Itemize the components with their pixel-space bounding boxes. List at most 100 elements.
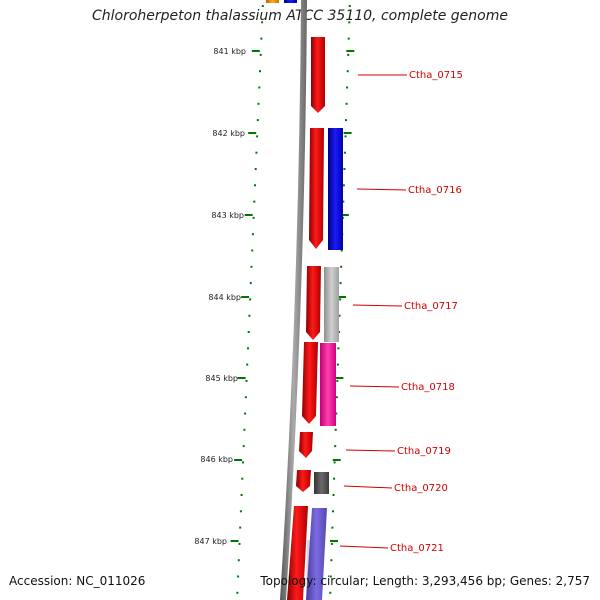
major-tick [248, 132, 257, 134]
cds-ctha-0717[interactable] [306, 266, 321, 340]
accession-text: Accession: NC_011026 [9, 574, 146, 588]
major-tick [338, 296, 347, 298]
cds-ctha-0715[interactable] [311, 37, 325, 113]
ruler-dot [244, 396, 247, 399]
ruler-dot [237, 559, 240, 562]
cds-ctha-0718[interactable] [302, 342, 318, 424]
ruler-dot [246, 363, 249, 366]
leader-line [345, 449, 396, 452]
ruler-dot [334, 445, 337, 448]
major-tick [332, 459, 341, 461]
gene-label-ctha-0716[interactable]: Ctha_0716 [408, 185, 462, 196]
ruler-dot [250, 265, 253, 268]
ruler-dot [242, 461, 244, 464]
gene-label-ctha-0715[interactable]: Ctha_0715 [409, 70, 463, 81]
ruler-dot [329, 575, 332, 578]
major-tick [234, 459, 243, 461]
feature-magenta [320, 343, 336, 426]
ruler-dot [255, 151, 258, 154]
major-tick [237, 377, 246, 379]
ruler-dot [340, 265, 343, 268]
ruler-dot [331, 526, 334, 529]
tick-label-845: 845 kbp [205, 374, 238, 383]
tick-label-847: 847 kbp [194, 537, 227, 546]
ruler-dot [330, 542, 333, 545]
major-tick [343, 132, 352, 134]
ruler-dot [249, 282, 252, 285]
cds-ctha-0721[interactable] [287, 506, 308, 600]
ruler-dot [240, 494, 243, 496]
ruler-dot [259, 53, 262, 56]
cds-ctha-0720[interactable] [296, 470, 311, 492]
major-tick [330, 540, 338, 542]
ruler-dot [335, 396, 338, 399]
backbone [280, 0, 307, 600]
ruler-dot [257, 102, 260, 105]
ruler-dot [254, 184, 256, 187]
ruler-dot [333, 461, 336, 464]
ruler-dot [239, 510, 242, 513]
cds-ctha-0716[interactable] [309, 128, 324, 249]
ruler-dot [243, 428, 246, 431]
tick-label-841: 841 kbp [213, 47, 246, 56]
ruler-dot [333, 477, 336, 480]
gene-label-ctha-0720[interactable]: Ctha_0720 [394, 483, 448, 494]
ruler-dot [238, 542, 241, 545]
ruler-dot [251, 249, 254, 252]
leader-line [343, 485, 393, 489]
gene-label-ctha-0718[interactable]: Ctha_0718 [401, 382, 455, 393]
feature-blue-top [284, 0, 297, 3]
cds-ctha-0719[interactable] [299, 432, 313, 458]
gene-label-ctha-0717[interactable]: Ctha_0717 [404, 301, 458, 312]
ruler-dot [340, 249, 343, 252]
ruler-dot [248, 314, 251, 317]
major-tick [230, 540, 239, 542]
ruler-dot [242, 445, 245, 448]
ruler-dot [342, 200, 345, 203]
ruler-dot [344, 135, 347, 138]
ruler-dot [334, 428, 337, 431]
ruler-dot [329, 591, 332, 594]
ruler-dot [330, 559, 333, 562]
ruler-dot [259, 70, 261, 73]
ruler-dot [332, 494, 335, 496]
ruler-dot [261, 5, 264, 7]
ruler-dot [348, 21, 351, 24]
feature-purple [306, 508, 327, 600]
gene-label-ctha-0719[interactable]: Ctha_0719 [397, 446, 451, 457]
ruler-dot [339, 298, 342, 301]
leader-line [356, 188, 407, 191]
feature-light-gray [324, 267, 339, 342]
ruler-dot [346, 70, 349, 73]
ruler-dot [237, 575, 240, 578]
ruler-dot [336, 379, 339, 382]
feature-dark-gray [314, 472, 329, 494]
left-dotted-ruler [236, 5, 264, 594]
major-tick [340, 214, 349, 216]
map-title: Chloroherpeton thalassium ATCC 35110, co… [92, 8, 508, 24]
ruler-dot [337, 347, 340, 350]
ruler-dot [347, 53, 350, 56]
gene-label-ctha-0721[interactable]: Ctha_0721 [390, 543, 444, 554]
ruler-dot [342, 184, 345, 187]
major-tick [244, 214, 253, 216]
major-tick [241, 296, 250, 298]
ruler-dot [336, 363, 339, 366]
ruler-dot [241, 477, 244, 480]
leader-line [352, 304, 403, 307]
ruler-dot [253, 200, 256, 203]
ruler-dot [261, 21, 264, 24]
ruler-dot [244, 412, 247, 415]
ruler-dot [260, 37, 263, 40]
ruler-dot [332, 510, 334, 513]
label-leaders [339, 74, 407, 549]
ruler-dot [247, 331, 250, 333]
ruler-dot [251, 233, 254, 236]
tick-marks [230, 50, 355, 542]
ruler-dot [343, 168, 346, 170]
topology-summary: Topology: circular; Length: 3,293,456 bp… [260, 574, 590, 588]
leader-line [349, 385, 400, 388]
ruler-dot [254, 168, 257, 170]
ruler-dot [338, 314, 341, 317]
